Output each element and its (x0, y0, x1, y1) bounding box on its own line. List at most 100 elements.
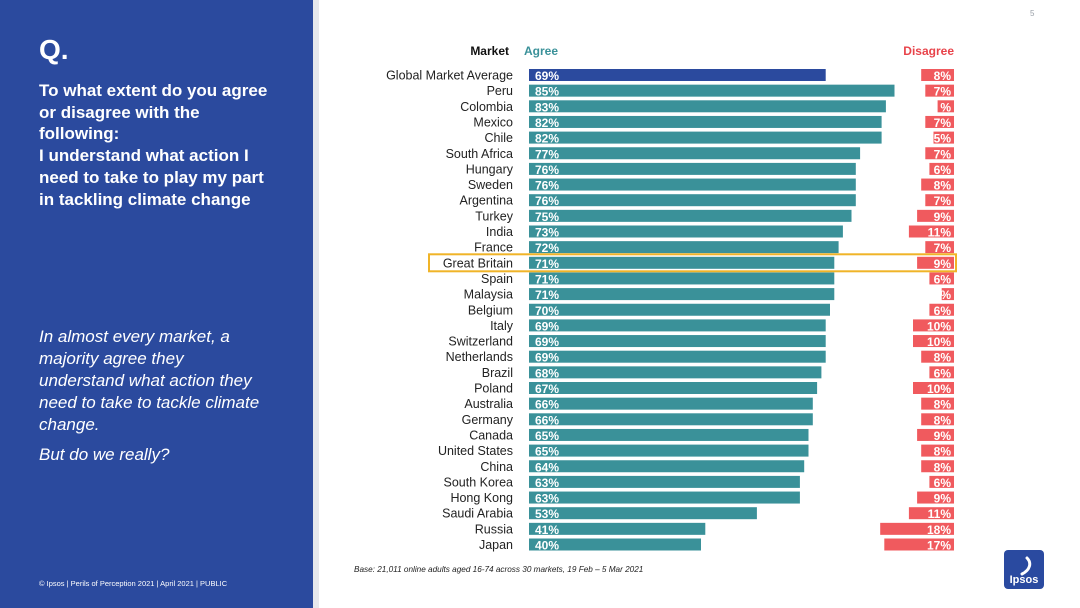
agree-bar (529, 444, 809, 457)
market-label: Hungary (466, 162, 514, 176)
disagree-bar (941, 288, 954, 301)
page-number: 5 (1030, 9, 1035, 18)
disagree-bar (933, 131, 954, 144)
agree-bar (529, 272, 835, 285)
market-label: Switzerland (448, 335, 513, 349)
market-label: Malaysia (464, 288, 513, 302)
disagree-value-label: 8% (934, 445, 952, 459)
disagree-value-label: 8% (934, 460, 952, 474)
market-label: Peru (487, 84, 513, 98)
disagree-value-label: 8% (934, 179, 952, 193)
disagree-value-label: 9% (934, 210, 952, 224)
disagree-value-label: 8% (934, 413, 952, 427)
disagree-bar (921, 460, 954, 473)
agree-value-label: 66% (535, 398, 559, 412)
agree-value-label: 77% (535, 147, 559, 161)
disagree-bar (925, 84, 954, 97)
agree-value-label: 69% (535, 69, 559, 83)
agree-value-label: 53% (535, 507, 559, 521)
disagree-value-label: 11% (928, 507, 952, 521)
panel-divider (313, 0, 319, 608)
market-label: India (486, 225, 513, 239)
insight-line: understand what action they (39, 371, 252, 390)
market-label: Sweden (468, 178, 513, 192)
agree-bar (529, 507, 757, 520)
agree-bar (529, 256, 835, 269)
agree-value-label: 76% (535, 194, 559, 208)
market-label: Global Market Average (386, 69, 513, 83)
insight-line: In almost every market, a (39, 327, 230, 346)
market-label: Great Britain (443, 256, 513, 270)
market-label: Netherlands (446, 350, 513, 364)
disagree-bar (925, 115, 954, 128)
agree-value-label: 76% (535, 179, 559, 193)
agree-bar (529, 460, 805, 473)
disagree-value-label: % (940, 100, 951, 114)
disagree-bar (908, 225, 954, 238)
agree-value-label: 40% (535, 539, 559, 553)
agree-value-label: 70% (535, 304, 559, 318)
disagree-value-label: 7% (934, 147, 952, 161)
market-label: United States (438, 444, 513, 458)
agree-bar (529, 350, 826, 363)
disagree-value-label: 6% (934, 272, 952, 286)
disagree-bar (921, 444, 954, 457)
agree-value-label: 65% (535, 445, 559, 459)
disagree-bar (908, 507, 954, 520)
agree-bar (529, 475, 800, 488)
agree-value-label: 73% (535, 226, 559, 240)
disagree-value-label: 9% (934, 429, 952, 443)
disagree-value-label: 11% (928, 226, 952, 240)
agree-value-label: 63% (535, 476, 559, 490)
disagree-value-label: 10% (927, 335, 951, 349)
disagree-value-label: 8% (934, 398, 952, 412)
disagree-bar (929, 162, 954, 175)
agree-value-label: 76% (535, 163, 559, 177)
disagree-bar (921, 413, 954, 426)
agree-value-label: 68% (535, 366, 559, 380)
disagree-bar (929, 272, 954, 285)
disagree-value-label: 10% (927, 382, 951, 396)
question-line: To what extent do you agree (39, 81, 268, 100)
question-line: I understand what action I (39, 146, 249, 166)
market-label: Saudi Arabia (442, 507, 513, 521)
question-text: To what extent do you agree or disagree … (39, 80, 301, 210)
disagree-bar (937, 100, 954, 113)
agree-value-label: 72% (535, 241, 559, 255)
market-label: Hong Kong (450, 491, 513, 505)
market-label: Turkey (475, 209, 513, 223)
market-label: Colombia (460, 100, 513, 114)
question-line: in tackling climate change (39, 189, 251, 209)
disagree-value-label: 10% (927, 319, 951, 333)
disagree-bar (929, 303, 954, 316)
agree-value-label: 75% (535, 210, 559, 224)
agree-value-label: 82% (535, 116, 559, 130)
disagree-bar (917, 209, 954, 222)
agree-value-label: 69% (535, 335, 559, 349)
disagree-bar (921, 178, 954, 191)
disagree-value-label: 8% (934, 69, 952, 83)
market-label: Australia (464, 397, 513, 411)
logo-text: Ipsos (1009, 574, 1039, 586)
agree-bar (529, 162, 856, 175)
agree-value-label: 82% (535, 132, 559, 146)
disagree-bar (921, 69, 954, 81)
agree-value-label: 41% (535, 523, 559, 537)
disagree-value-label: 6% (934, 366, 952, 380)
disagree-bar (913, 319, 954, 332)
agree-bar (529, 288, 835, 301)
logo-swoosh-icon (1020, 556, 1032, 576)
disagree-value-label: 18% (927, 523, 951, 537)
agree-bar (529, 194, 856, 207)
disagree-bar (917, 256, 954, 269)
market-label: France (474, 241, 513, 255)
disagree-value-label: 6% (934, 304, 952, 318)
ipsos-logo: Ipsos (1004, 550, 1044, 589)
insight-line: change. (39, 415, 100, 434)
agree-value-label: 64% (535, 460, 559, 474)
question-line: following: (39, 124, 120, 144)
disagree-value-label: 7% (934, 85, 952, 99)
disagree-value-label: 9% (934, 257, 952, 271)
disagree-bar (925, 241, 954, 254)
market-label: Japan (479, 538, 513, 552)
